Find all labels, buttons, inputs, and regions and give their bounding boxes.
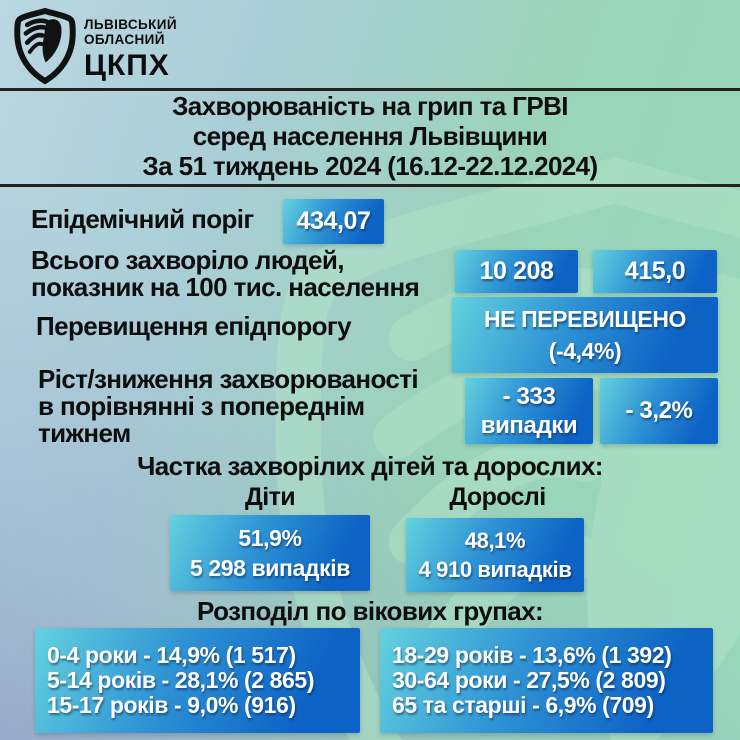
total-cases-box: 10 208 [455,250,578,293]
logo-wordmark: ЛЬВІВСЬКИЙ ОБЛАСНИЙ ЦКПХ [84,17,177,82]
incidence-rate-box: 415,0 [593,250,717,293]
exceedance-label: Перевищення епідпорогу [36,311,352,341]
logo-line2: ОБЛАСНИЙ [84,32,165,47]
separator-line-top [0,88,740,91]
age-groups-heading: Розподіл по вікових групах: [197,596,544,626]
incidence-rate-value: 415,0 [624,257,686,285]
logo-acronym: ЦКПХ [84,49,170,82]
threshold-value-box: 434,07 [283,199,384,244]
change-label-line3: тижнем [38,418,131,448]
page-title-line1: Захворюваність на грип та ГРВІ [172,91,568,121]
threshold-label: Епідемічний поріг [31,204,254,234]
adults-percent: 48,1% [464,528,526,553]
age-group-row: 30-64 роки - 27,5% (2 809) [392,667,666,693]
exceedance-status-line1: НЕ ПЕРЕВИЩЕНО [483,306,687,332]
adults-share-box: 48,1% 4 910 випадків [406,518,584,592]
total-label-line1: Всього захворіло людей, [31,245,344,275]
age-groups-right-box: 18-29 років - 13,6% (1 392) 30-64 роки -… [380,628,713,733]
exceedance-status-line2: (-4,4%) [548,338,622,364]
children-share-box: 51,9% 5 298 випадків [170,515,370,591]
age-group-row: 15-17 років - 9,0% (916) [47,692,296,718]
exceedance-status-box: НЕ ПЕРЕВИЩЕНО (-4,4%) [452,297,718,373]
age-group-row: 0-4 роки - 14,9% (1 517) [47,642,296,668]
change-label-line2: в порівнянні з попереднім [38,391,365,421]
change-label-line1: Ріст/зниження захворюваності [38,364,419,394]
change-percent-value: - 3,2% [625,397,693,424]
threshold-value: 434,07 [296,207,371,235]
age-group-row: 18-29 років - 13,6% (1 392) [392,642,672,668]
total-label-line2: показник на 100 тис. населення [31,272,420,302]
logo-line1: ЛЬВІВСЬКИЙ [84,17,178,32]
separator-line-bottom [0,184,740,187]
change-cases-box: - 333 випадки [465,378,593,444]
age-groups-left-box: 0-4 роки - 14,9% (1 517) 5-14 років - 28… [35,628,360,733]
page-title-line2: серед населення Львівщини [192,121,548,151]
change-cases-line2: випадки [480,412,578,439]
change-percent-box: - 3,2% [600,378,718,444]
total-cases-value: 10 208 [479,257,554,285]
adults-column-title: Дорослі [449,483,546,511]
children-percent: 51,9% [238,525,302,551]
adults-cases: 4 910 випадків [418,557,572,582]
change-cases-line1: - 333 [502,383,556,410]
share-heading: Частка захворілих дітей та дорослих: [137,451,603,481]
report-week-subtitle: За 51 тиждень 2024 (16.12-22.12.2024) [142,151,598,181]
children-cases: 5 298 випадків [190,555,350,581]
age-group-row: 5-14 років - 28,1% (2 865) [47,667,315,693]
children-column-title: Діти [245,483,296,511]
cdc-shield-logo [14,7,76,85]
age-group-row: 65 та старші - 6,9% (709) [392,692,654,718]
